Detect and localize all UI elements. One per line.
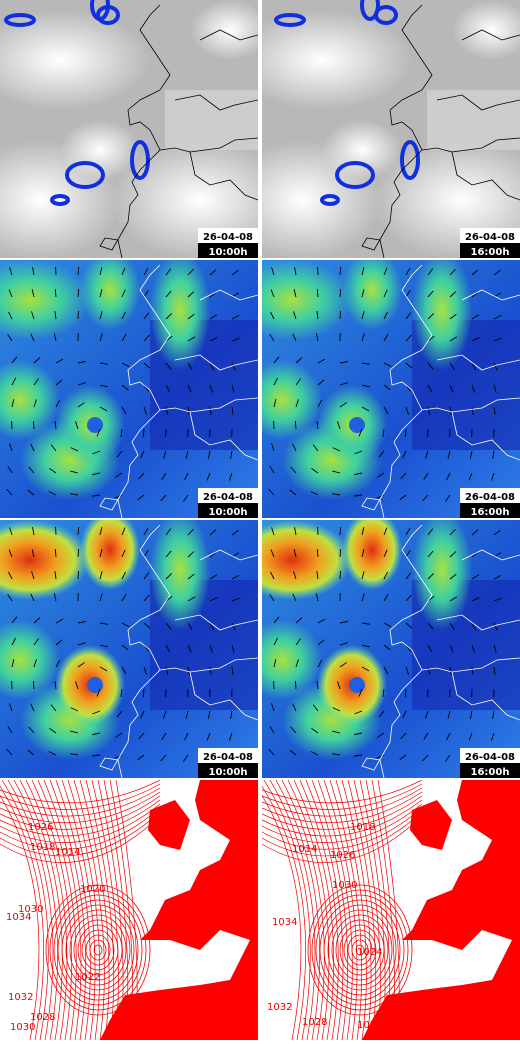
wind-arrow [78, 549, 79, 557]
map-panel: 26-04-08 10:00h [0, 510, 258, 778]
wind-arrow [340, 289, 341, 297]
wind-arrow [405, 689, 406, 697]
contour-label: 1022 [75, 972, 100, 983]
cyclone-eye [87, 677, 103, 693]
contour-label: 1024 [357, 947, 382, 958]
wind-arrow [143, 689, 144, 697]
map-layer [0, 250, 258, 518]
contour-label: 1032 [8, 992, 33, 1003]
wind-speed [150, 510, 210, 630]
date-label: 26-04-08 [465, 752, 515, 763]
contour-label: 1018 [350, 822, 375, 833]
time-label: 16:00h [471, 767, 510, 778]
map-panel: 26-04-08 16:00h [232, 510, 520, 778]
time-label: 16:00h [471, 247, 510, 258]
wind-arrow [78, 289, 79, 297]
map-panel: 26-04-08 10:00h [0, 250, 258, 518]
cyclone-eye [87, 417, 103, 433]
contour-label: 1030 [10, 1022, 35, 1033]
contour-label: 1034 [272, 917, 297, 928]
contour-label: 1018 [30, 842, 55, 853]
cloud [190, 0, 270, 60]
wind-speed [342, 510, 402, 590]
wind-arrow [405, 429, 406, 437]
cloud [322, 120, 402, 180]
map-panel: 1014 1018 1026 1030 1034 1024 1032 1028 1028 [252, 780, 520, 1040]
cloud [232, 10, 412, 110]
wind-arrow [143, 429, 144, 437]
map-layer: 1014 1018 1026 1030 1034 1024 1032 1028 1028 [252, 780, 520, 1040]
contour-label: 1014 [55, 847, 80, 858]
contour-label: 1026 [28, 822, 53, 833]
time-label: 10:00h [209, 247, 248, 258]
date-label: 26-04-08 [465, 492, 515, 503]
map-layer [222, 0, 520, 260]
time-label: 16:00h [471, 507, 510, 518]
map-layer [232, 250, 520, 518]
wind-speed [150, 250, 210, 370]
wind-arrow [295, 681, 296, 689]
wind-arrow [33, 421, 34, 429]
contour-label: 1032 [267, 1002, 292, 1013]
time-label: 10:00h [209, 767, 248, 778]
cyclone-eye [349, 417, 365, 433]
wind-speed [80, 250, 140, 330]
contour-label: 1014 [292, 844, 317, 855]
map-panel: 26-04-08 16:00h [232, 250, 520, 518]
wind-speed [412, 250, 472, 370]
wind-arrow [295, 421, 296, 429]
wind-speed [342, 250, 402, 330]
contour-label: 1034 [6, 912, 31, 923]
contour-label: 1028 [357, 1020, 382, 1031]
map-layer [0, 510, 258, 778]
wind-arrow [33, 681, 34, 689]
contour-label: 1030 [332, 880, 357, 891]
date-label: 26-04-08 [203, 752, 253, 763]
cyclone-eye [349, 677, 365, 693]
time-label: 10:00h [209, 507, 248, 518]
date-label: 26-04-08 [203, 232, 253, 243]
map-layer [0, 0, 290, 260]
contour-label: 1026 [330, 850, 355, 861]
map-panel: 26-04-08 10:00h [0, 0, 290, 260]
wind-speed [412, 510, 472, 630]
contour-label: 1020 [80, 884, 105, 895]
wind-arrow [340, 549, 341, 557]
date-label: 26-04-08 [203, 492, 253, 503]
wind-speed [80, 510, 140, 590]
contour-label: 1028 [302, 1017, 327, 1028]
map-panel: 26-04-08 16:00h [222, 0, 520, 260]
date-label: 26-04-08 [465, 232, 515, 243]
map-layer [232, 510, 520, 778]
